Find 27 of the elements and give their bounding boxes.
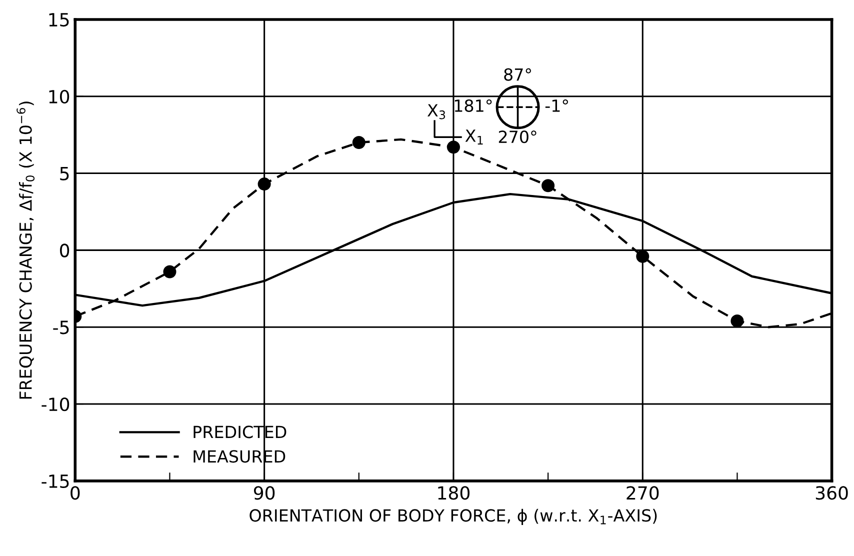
- x-tick-label: 360: [816, 486, 848, 500]
- y-axis-title: FREQUENCY CHANGE, Δf/f$_{0}$ (X 10$^{−6}$): [16, 102, 35, 399]
- annotation: 87°: [504, 68, 531, 81]
- point: [163, 265, 176, 278]
- annotation: 270°: [498, 130, 536, 144]
- x-axis-title: ORIENTATION OF BODY FORCE, ϕ (w.r.t. X$_{1}$-AXIS): [250, 508, 657, 525]
- annotation: 181°: [454, 99, 492, 112]
- y-tick-label: -5: [53, 320, 69, 334]
- point: [542, 179, 555, 192]
- annotation: -1°: [545, 99, 568, 112]
- annotation: X$_{3}$: [427, 104, 446, 120]
- x-tick-label: 90: [254, 486, 275, 500]
- y-tick-label: 10: [49, 90, 70, 104]
- point: [636, 250, 650, 263]
- point: [446, 140, 460, 154]
- point: [730, 314, 744, 328]
- point: [258, 178, 271, 191]
- y-tick-label: 5: [60, 166, 69, 180]
- x-tick-label: 270: [626, 486, 659, 500]
- x-tick-label: 0: [70, 486, 80, 500]
- y-tick-label: -15: [42, 474, 69, 488]
- point: [352, 136, 366, 150]
- y-tick-label: 0: [60, 244, 70, 258]
- y-tick-label: -10: [42, 397, 70, 412]
- annotation: X$_{1}$: [465, 130, 483, 144]
- x-tick-label: 180: [438, 486, 470, 500]
- y-tick-label: 15: [49, 13, 69, 27]
